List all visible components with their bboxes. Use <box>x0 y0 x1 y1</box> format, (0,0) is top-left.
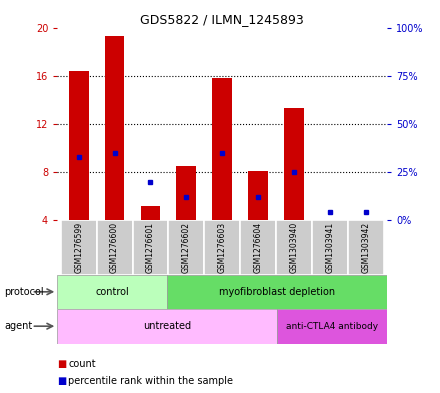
Bar <box>312 220 348 275</box>
Bar <box>61 220 97 275</box>
Bar <box>277 309 387 344</box>
Text: ■: ■ <box>57 358 66 369</box>
Text: ■: ■ <box>57 376 66 386</box>
Bar <box>141 206 160 220</box>
Bar <box>204 220 240 275</box>
Text: GSM1276600: GSM1276600 <box>110 222 119 273</box>
Title: GDS5822 / ILMN_1245893: GDS5822 / ILMN_1245893 <box>140 13 304 26</box>
Bar <box>240 220 276 275</box>
Text: myofibroblast depletion: myofibroblast depletion <box>219 287 335 297</box>
Bar <box>348 220 384 275</box>
Bar <box>167 275 387 309</box>
Bar <box>105 36 125 220</box>
Bar <box>97 220 132 275</box>
Text: percentile rank within the sample: percentile rank within the sample <box>68 376 233 386</box>
Bar <box>176 166 196 220</box>
Bar <box>213 78 232 220</box>
Text: agent: agent <box>4 321 33 331</box>
Text: protocol: protocol <box>4 287 44 297</box>
Text: GSM1276602: GSM1276602 <box>182 222 191 273</box>
Text: GSM1303940: GSM1303940 <box>290 222 298 273</box>
Bar <box>284 108 304 220</box>
Text: untreated: untreated <box>143 321 191 331</box>
Text: GSM1276603: GSM1276603 <box>218 222 227 273</box>
Text: GSM1303942: GSM1303942 <box>361 222 370 273</box>
Bar <box>169 220 204 275</box>
Bar <box>276 220 312 275</box>
Text: count: count <box>68 358 96 369</box>
Text: GSM1276599: GSM1276599 <box>74 222 83 273</box>
Bar <box>248 171 268 220</box>
Bar <box>132 220 169 275</box>
Text: control: control <box>95 287 129 297</box>
Bar <box>69 71 88 220</box>
Text: GSM1303941: GSM1303941 <box>325 222 334 273</box>
Text: GSM1276604: GSM1276604 <box>253 222 263 273</box>
Bar <box>57 275 167 309</box>
Text: anti-CTLA4 antibody: anti-CTLA4 antibody <box>286 322 378 331</box>
Bar <box>57 309 277 344</box>
Text: GSM1276601: GSM1276601 <box>146 222 155 273</box>
